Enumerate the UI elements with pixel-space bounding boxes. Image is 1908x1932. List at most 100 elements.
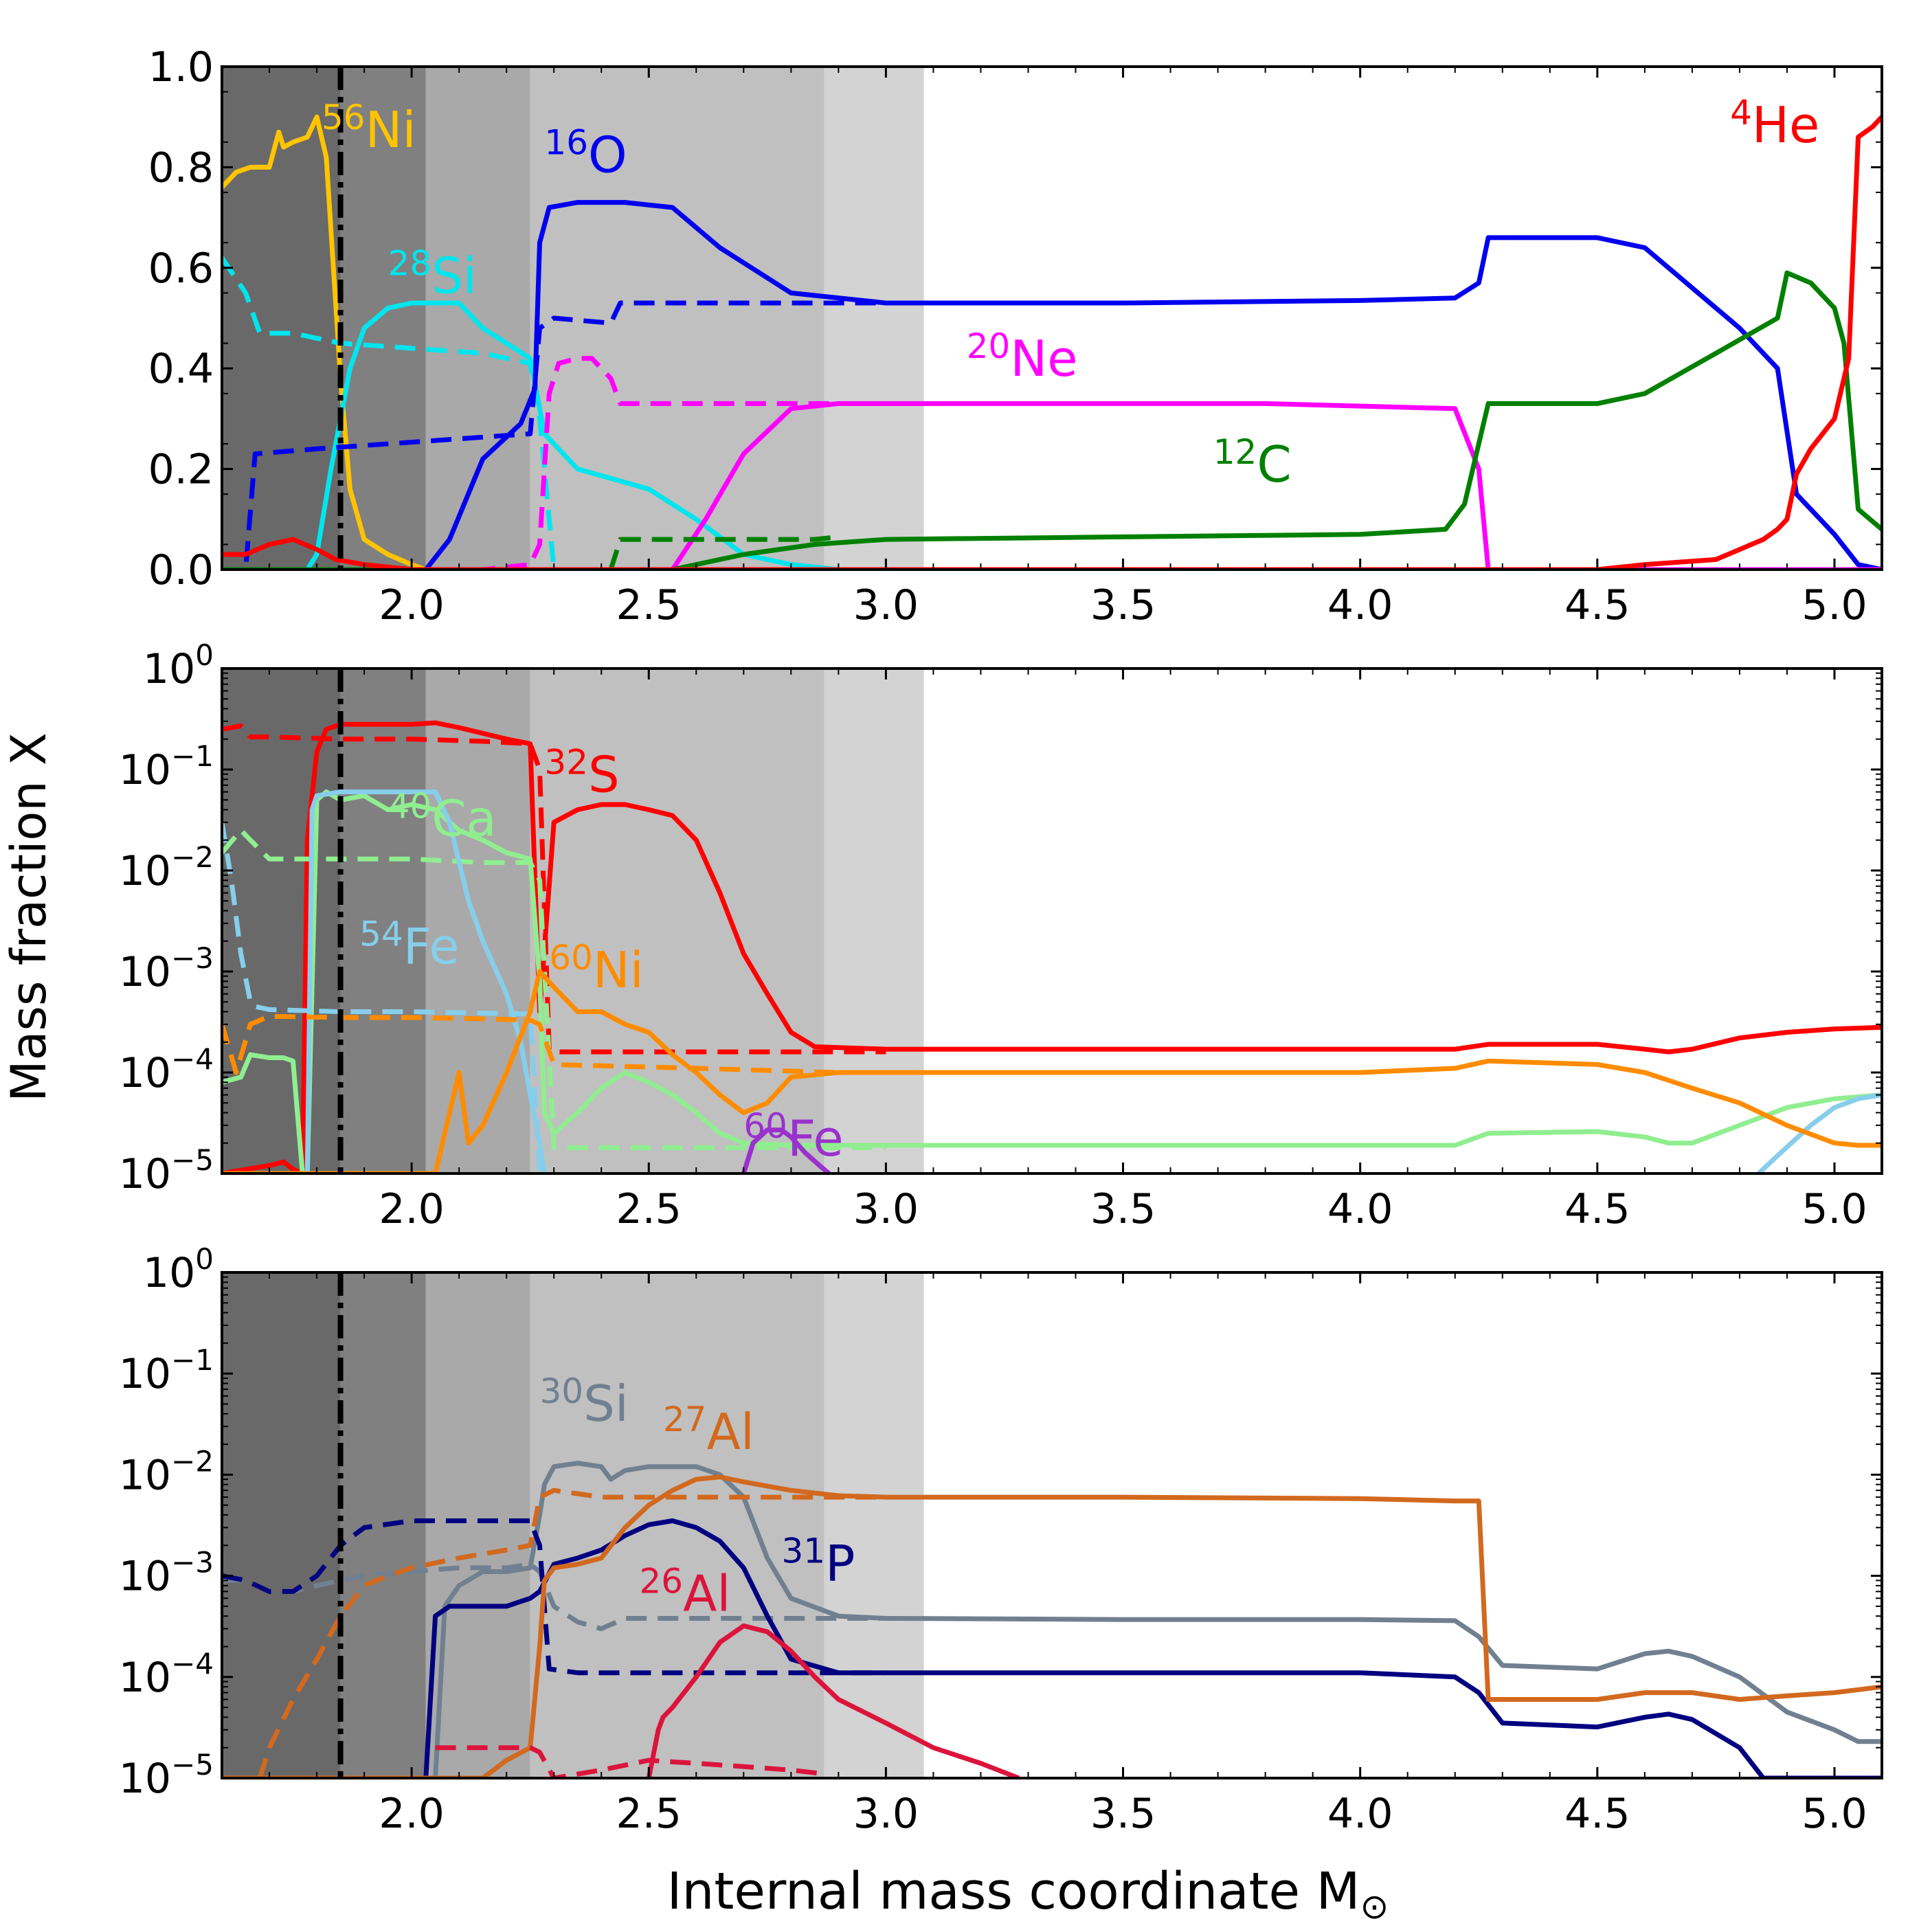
x-tick-label: 5.0 [1802, 1185, 1867, 1233]
series-27al-dash [257, 1487, 886, 1778]
series-54fe-dash [222, 822, 542, 1173]
y-tick-label: 0.0 [148, 546, 214, 594]
isotope-label-60fe: 60Fe [743, 1106, 843, 1167]
series-16o-dash [222, 300, 886, 570]
shade-band-1 [340, 67, 426, 570]
y-tick-label: 10−5 [119, 1748, 214, 1803]
y-tick-label: 0.8 [148, 144, 214, 192]
shaded-regions [222, 67, 924, 570]
series-31p [222, 1518, 1882, 1778]
y-tick-label: 0.4 [148, 345, 214, 393]
shade-band-0 [222, 669, 341, 1173]
panels: 2.0 2.5 3.0 3.5 4.0 4.5 5.0 0.0 0.2 0.4 0.6 0.8 1.0 5… [119, 43, 1883, 1838]
isotope-label-56ni: 56Ni [322, 98, 416, 159]
series-12c-dash [608, 534, 839, 570]
x-tick-label: 4.0 [1327, 1790, 1393, 1838]
panel-bottom: 2.0 2.5 3.0 3.5 4.0 4.5 5.0 10−5 10−4 10−3 10−2 10−… [119, 1242, 1883, 1838]
series-54fe-tail [1757, 1092, 1882, 1173]
y-tick-label: 10−2 [119, 840, 214, 895]
isotope-label-26al: 26Al [639, 1562, 730, 1623]
isotope-label-54fe: 54Fe [359, 914, 459, 975]
y-axis-label: Mass fraction X [1, 732, 57, 1102]
isotope-label-32s: 32S [544, 743, 619, 804]
isotope-label-27al: 27Al [663, 1400, 754, 1461]
series-54fe [222, 789, 547, 1173]
x-tick-label: 3.5 [1090, 581, 1156, 629]
x-tick-label: 2.0 [379, 1790, 444, 1838]
panel-middle: 2.0 2.5 3.0 3.5 4.0 4.5 5.0 10−5 10−4 10−3 10−2 10−… [119, 638, 1883, 1233]
shade-band-3 [530, 67, 824, 570]
x-tick-label: 3.5 [1090, 1790, 1156, 1838]
y-tick-label: 100 [143, 638, 214, 693]
isotope-labels: 30Si 27Al 31P 26Al [539, 1371, 855, 1622]
shade-band-3 [530, 669, 824, 1173]
y-tick-label: 10−5 [119, 1143, 214, 1198]
y-tick-label: 10−4 [119, 1042, 214, 1097]
series-26al-dash [435, 1745, 825, 1778]
shade-band-2 [425, 67, 530, 570]
y-tick-label: 0.2 [148, 446, 214, 494]
x-axis-label-main: Internal mass coordinate M [667, 1862, 1360, 1921]
series-27al [222, 1474, 1882, 1778]
isotope-label-12c: 12C [1213, 432, 1292, 493]
series-60ni [222, 969, 1882, 1173]
series-16o [222, 200, 1882, 570]
series-32s [222, 720, 1882, 1173]
ticks: 2.0 2.5 3.0 3.5 4.0 4.5 5.0 10−5 10−4 10−3 10−2 10−… [119, 1242, 1883, 1838]
series-20ne-dash [222, 356, 839, 570]
x-tick-label: 4.0 [1327, 1185, 1393, 1233]
ticks: 2.0 2.5 3.0 3.5 4.0 4.5 5.0 0.0 0.2 0.4 0.6 0.8 1.0 [148, 43, 1883, 629]
x-axis-label: Internal mass coordinate M⊙ [667, 1862, 1389, 1927]
x-tick-label: 5.0 [1802, 1790, 1867, 1838]
y-tick-label: 0.6 [148, 245, 214, 293]
series-32s-dash [222, 723, 886, 1055]
y-tick-label: 10−1 [119, 1343, 214, 1398]
series-40ca-dash [222, 828, 886, 1150]
shaded-regions [222, 1272, 924, 1778]
shade-band-2 [425, 1272, 530, 1778]
series-group [222, 114, 1882, 570]
x-tick-label: 4.0 [1327, 581, 1393, 629]
x-tick-label: 3.5 [1090, 1185, 1156, 1233]
series-60ni-dash [222, 1013, 886, 1075]
isotope-label-16o: 16O [544, 123, 627, 184]
panel-top: 2.0 2.5 3.0 3.5 4.0 4.5 5.0 0.0 0.2 0.4 0.6 0.8 1.0 5… [148, 43, 1883, 629]
x-tick-label: 4.5 [1564, 581, 1630, 629]
isotope-label-31p: 31P [782, 1531, 855, 1592]
ticks: 2.0 2.5 3.0 3.5 4.0 4.5 5.0 10−5 10−4 10−3 10−2 10−… [119, 638, 1883, 1233]
series-28si [222, 300, 839, 570]
axes-frame [221, 667, 1883, 1175]
shade-band-4 [824, 67, 924, 570]
isotope-label-28si: 28Si [388, 243, 477, 304]
series-26al [646, 1623, 1020, 1778]
isotope-label-4he: 4He [1730, 93, 1819, 154]
x-tick-label: 2.5 [616, 1790, 682, 1838]
shade-band-4 [824, 1272, 924, 1778]
y-tick-label: 10−3 [119, 1546, 214, 1601]
axes-frame [221, 65, 1883, 571]
isotope-labels: 56Ni 16O 4He 28Si 20Ne 12C [322, 93, 1819, 493]
series-31p-dash [222, 1518, 886, 1676]
x-tick-label: 4.5 [1564, 1790, 1630, 1838]
series-12c [222, 270, 1882, 570]
y-tick-label: 10−1 [119, 739, 214, 794]
x-tick-label: 2.5 [616, 1185, 682, 1233]
y-tick-label: 1.0 [148, 43, 214, 91]
isotope-label-40ca: 40Ca [388, 787, 497, 848]
series-20ne [222, 401, 1882, 570]
shaded-regions [222, 669, 924, 1173]
shade-band-0 [222, 67, 341, 570]
sun-symbol: ⊙ [1360, 1887, 1389, 1927]
x-tick-label: 2.5 [616, 581, 682, 629]
series-group [222, 720, 1882, 1173]
x-tick-label: 3.0 [853, 1790, 919, 1838]
x-tick-label: 4.5 [1564, 1185, 1630, 1233]
x-tick-label: 2.0 [379, 581, 444, 629]
shade-band-1 [340, 669, 426, 1173]
y-tick-label: 10−3 [119, 941, 214, 996]
isotope-label-30si: 30Si [539, 1371, 628, 1433]
axes-frame [221, 1271, 1883, 1779]
shade-band-4 [824, 669, 924, 1173]
series-56ni [222, 114, 427, 570]
